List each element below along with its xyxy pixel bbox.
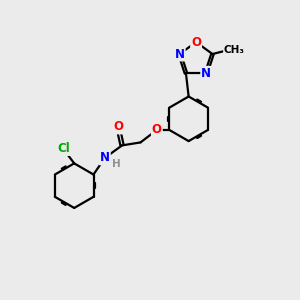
Text: O: O <box>152 123 162 136</box>
Text: CH₃: CH₃ <box>224 45 245 55</box>
Text: N: N <box>201 67 211 80</box>
Text: Cl: Cl <box>57 142 70 155</box>
Text: O: O <box>113 121 124 134</box>
Text: N: N <box>100 152 110 164</box>
Text: N: N <box>175 47 185 61</box>
Text: H: H <box>112 159 121 169</box>
Text: O: O <box>191 36 201 49</box>
